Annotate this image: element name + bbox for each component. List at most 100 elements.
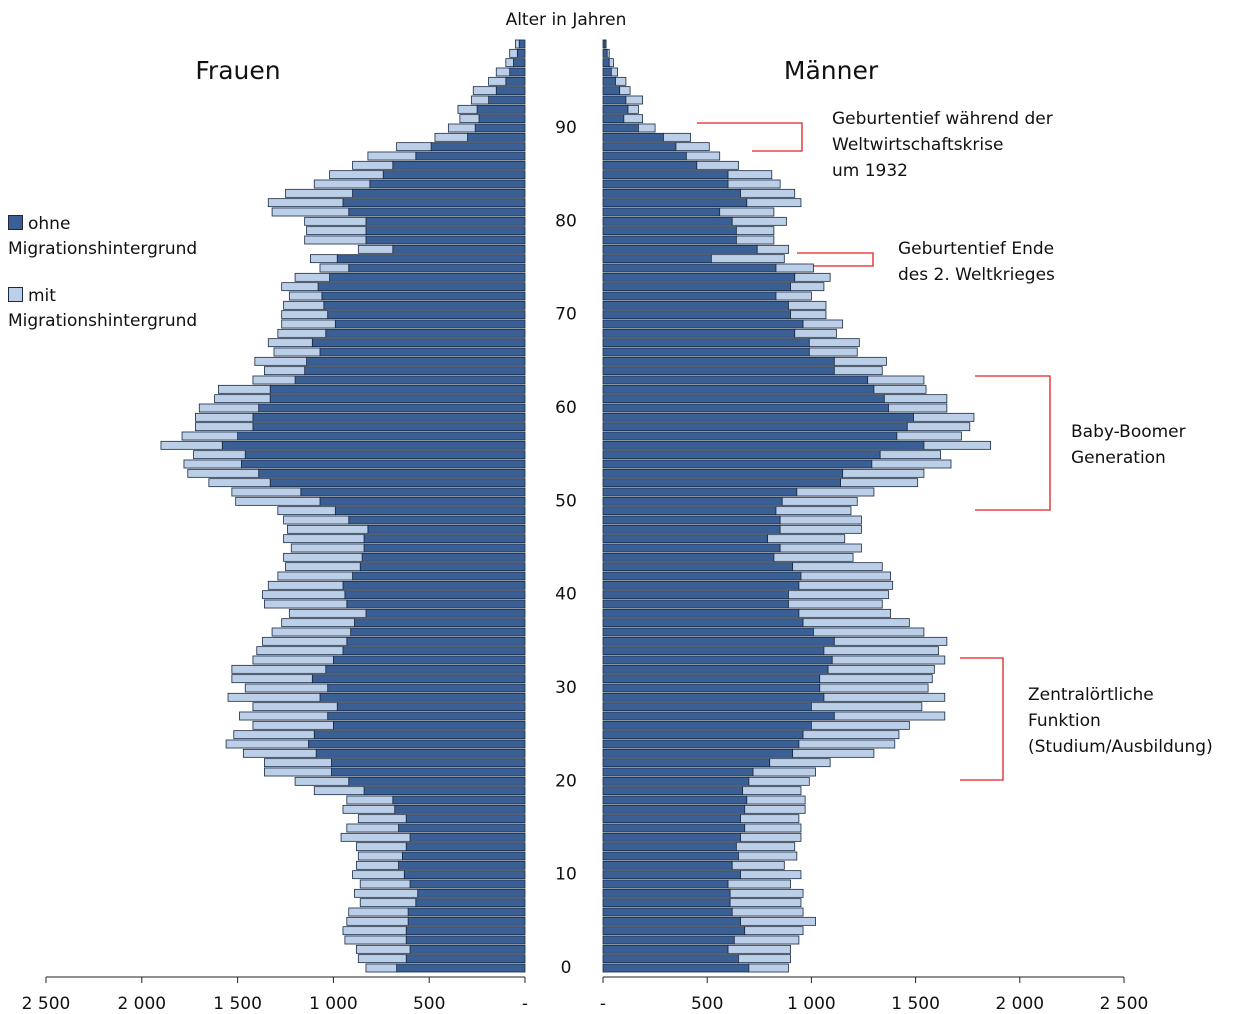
bar-segment xyxy=(262,636,348,646)
bar-segment xyxy=(602,916,741,926)
bar-segment xyxy=(602,151,687,161)
bar-segment xyxy=(346,599,526,609)
bar-segment xyxy=(602,786,744,796)
annotation: Geburtentief während der Weltwirtschaftsk… xyxy=(832,106,1053,184)
y-tick-label: 60 xyxy=(555,398,577,418)
bar-segment xyxy=(602,468,844,478)
bar-segment xyxy=(602,338,810,348)
bar-segment xyxy=(790,282,825,292)
bar-segment xyxy=(355,944,411,954)
bar-segment xyxy=(281,618,355,628)
bar-segment xyxy=(434,132,468,142)
bar-segment xyxy=(833,356,887,366)
bar-segment xyxy=(325,664,526,674)
bar-segment xyxy=(398,823,526,833)
bar-segment xyxy=(401,851,526,861)
bar-segment xyxy=(273,347,321,357)
bar-segment xyxy=(415,151,526,161)
bar-segment xyxy=(602,142,677,152)
bar-segment xyxy=(495,67,511,77)
bar-segment xyxy=(767,534,846,544)
bar-segment xyxy=(833,636,948,646)
legend: ohne Migrationshintergrund mit Migrations… xyxy=(8,212,248,356)
bar-segment xyxy=(323,300,526,310)
bar-segment xyxy=(304,235,367,245)
bar-segment xyxy=(883,394,948,404)
y-tick-label: 90 xyxy=(555,118,577,138)
bar-segment xyxy=(602,356,835,366)
bar-segment xyxy=(610,67,618,77)
bar-segment xyxy=(602,599,789,609)
bar-segment xyxy=(336,702,526,712)
bar-segment xyxy=(342,926,407,936)
bar-segment xyxy=(602,618,804,628)
bar-segment xyxy=(748,963,789,973)
bar-segment xyxy=(738,851,798,861)
bar-segment xyxy=(269,394,526,404)
bar-segment xyxy=(602,758,771,768)
annotation-line: Geburtentief Ende xyxy=(898,239,1055,259)
bar-segment xyxy=(790,310,827,320)
bar-segment xyxy=(827,664,935,674)
bar-segment xyxy=(779,543,862,553)
bar-segment xyxy=(327,711,526,721)
bar-segment xyxy=(727,944,791,954)
bar-segment xyxy=(602,114,625,124)
bar-segment xyxy=(808,347,858,357)
bar-segment xyxy=(365,226,526,236)
bar-segment xyxy=(405,926,526,936)
bar-segment xyxy=(602,86,621,96)
bar-segment xyxy=(602,422,908,432)
bar-segment xyxy=(352,870,405,880)
bar-segment xyxy=(357,954,407,964)
bar-segment xyxy=(602,487,798,497)
bar-segment xyxy=(294,375,526,385)
bar-segment xyxy=(602,814,741,824)
bar-segment xyxy=(738,954,791,964)
bar-segment xyxy=(160,440,223,450)
bar-segment xyxy=(348,263,526,273)
bar-segment xyxy=(470,95,489,105)
bar-segment xyxy=(602,646,825,656)
bar-segment xyxy=(231,664,327,674)
bar-segment xyxy=(788,590,889,600)
bar-segment xyxy=(271,207,350,217)
bar-segment xyxy=(495,86,526,96)
bar-segment xyxy=(602,627,814,637)
bar-segment xyxy=(602,590,789,600)
bracket xyxy=(797,252,874,267)
bar-segment xyxy=(363,543,526,553)
bar-segment xyxy=(290,543,365,553)
bar-segment xyxy=(779,524,862,534)
bar-segment xyxy=(744,823,802,833)
bar-segment xyxy=(833,366,883,376)
bar-segment xyxy=(727,179,781,189)
bar-segment xyxy=(195,422,254,432)
bar-segment xyxy=(602,954,739,964)
bar-segment xyxy=(867,375,925,385)
bar-segment xyxy=(430,142,526,152)
bar-segment xyxy=(740,832,802,842)
bar-segment xyxy=(729,898,802,908)
x-tick-label: - xyxy=(600,994,606,1014)
bar-segment xyxy=(409,944,526,954)
bar-segment xyxy=(740,870,802,880)
bar-segment xyxy=(515,39,520,49)
bar-segment xyxy=(365,216,526,226)
bar-segment xyxy=(288,291,323,301)
bar-segment xyxy=(663,132,691,142)
bar-segment xyxy=(313,179,371,189)
bracket xyxy=(975,375,1051,511)
bar-segment xyxy=(304,366,526,376)
bar-segment xyxy=(731,216,787,226)
bar-segment xyxy=(415,898,526,908)
bar-segment xyxy=(319,496,526,506)
bar-segment xyxy=(367,524,526,534)
bar-segment xyxy=(802,319,844,329)
bar-segment xyxy=(277,506,336,516)
bar-segment xyxy=(357,814,407,824)
bar-segment xyxy=(319,692,526,702)
bar-segment xyxy=(602,674,821,684)
bar-segment xyxy=(405,842,526,852)
bar-segment xyxy=(509,48,518,58)
